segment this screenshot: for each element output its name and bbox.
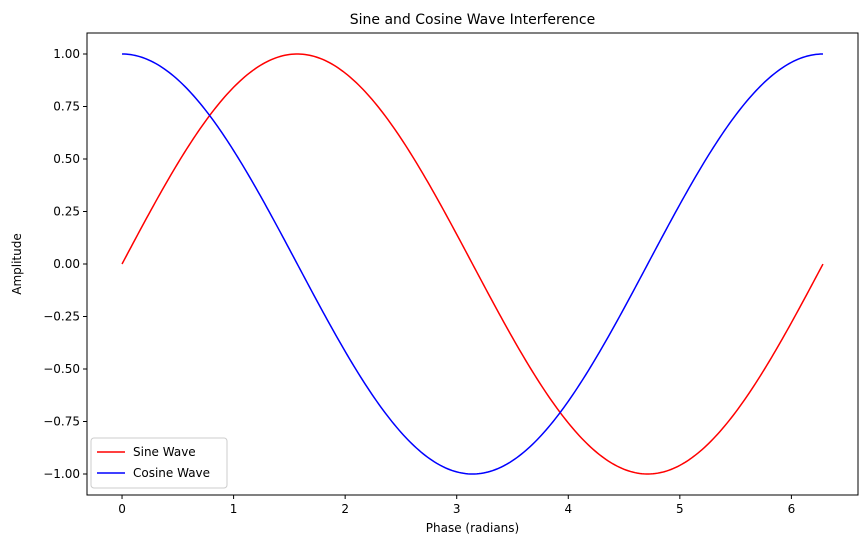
x-axis: 0 1 2 3 4 5 6 (118, 495, 795, 516)
plot-area (86, 32, 859, 496)
legend: Sine Wave Cosine Wave (90, 437, 228, 489)
y-axis: −1.00 −0.75 −0.50 −0.25 0.00 0.25 0.50 0.75 1.00 (43, 47, 87, 481)
x-tick-label: 0 (118, 502, 126, 516)
series-line-cosine (122, 53, 823, 475)
y-tick-label: 1.00 (53, 47, 80, 61)
legend-label: Cosine Wave (133, 466, 210, 480)
legend-box (90, 437, 228, 489)
y-tick-label: 0.50 (53, 152, 80, 166)
x-tick-label: 4 (564, 502, 572, 516)
x-tick-label: 3 (453, 502, 461, 516)
y-tick-label: −0.25 (43, 310, 80, 324)
y-axis-label: Amplitude (10, 233, 24, 295)
x-tick-label: 6 (788, 502, 796, 516)
x-tick-label: 5 (676, 502, 684, 516)
series-layer (121, 53, 824, 475)
y-tick-label: −1.00 (43, 467, 80, 481)
x-tick-label: 2 (341, 502, 349, 516)
y-tick-label: −0.75 (43, 415, 80, 429)
legend-label: Sine Wave (133, 445, 196, 459)
chart-title: Sine and Cosine Wave Interference (350, 12, 596, 28)
y-tick-label: 0.75 (53, 100, 80, 114)
series-line-sine (121, 53, 824, 475)
y-tick-label: 0.00 (53, 257, 80, 271)
y-tick-label: 0.25 (53, 205, 80, 219)
x-tick-label: 1 (230, 502, 238, 516)
y-tick-label: −0.50 (43, 362, 80, 376)
x-axis-label: Phase (radians) (426, 521, 519, 535)
